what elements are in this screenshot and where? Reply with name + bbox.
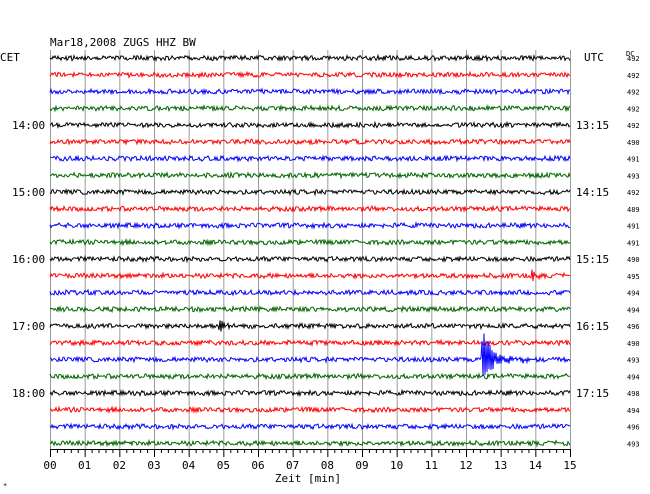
seismic-trace bbox=[49, 70, 571, 80]
x-axis-label: Zeit [min] bbox=[275, 472, 341, 485]
seismic-trace bbox=[49, 405, 571, 414]
seismic-trace bbox=[49, 254, 571, 264]
dc-offset-label: 493 bbox=[627, 440, 640, 448]
x-tick-label: 12 bbox=[459, 459, 472, 472]
dc-offset-label: 492 bbox=[627, 55, 640, 63]
corner-mark: * bbox=[3, 482, 7, 490]
seismic-trace bbox=[49, 87, 571, 96]
x-tick-label: 00 bbox=[43, 459, 56, 472]
dc-offset-label: 493 bbox=[627, 357, 640, 365]
dc-offset-label: 494 bbox=[627, 306, 640, 314]
seismic-trace bbox=[49, 338, 571, 348]
right-hour-label: 15:15 bbox=[576, 253, 609, 266]
dc-offset-label: 490 bbox=[627, 256, 640, 264]
left-hour-label: 14:00 bbox=[12, 119, 45, 132]
dc-offset-label: 494 bbox=[627, 290, 640, 298]
seismic-trace bbox=[49, 371, 571, 381]
seismic-trace bbox=[49, 269, 571, 282]
dc-offset-label: 491 bbox=[627, 239, 640, 247]
x-tick-label: 13 bbox=[494, 459, 507, 472]
dc-offset-label: 495 bbox=[627, 273, 640, 281]
chart-title: Mar18,2008 ZUGS HHZ BW bbox=[50, 36, 196, 49]
seismic-trace bbox=[49, 204, 571, 214]
x-tick-label: 04 bbox=[182, 459, 196, 472]
dc-offset-label: 490 bbox=[627, 139, 640, 147]
dc-offset-label: 496 bbox=[627, 424, 640, 432]
x-tick-label: 11 bbox=[425, 459, 438, 472]
x-tick-label: 09 bbox=[355, 459, 368, 472]
x-tick-label: 15 bbox=[563, 459, 576, 472]
seismic-traces bbox=[49, 53, 571, 448]
seismic-trace bbox=[49, 422, 571, 431]
x-tick-label: 08 bbox=[321, 459, 334, 472]
dc-offset-label: 493 bbox=[627, 172, 640, 180]
dc-offset-label: 496 bbox=[627, 323, 640, 331]
left-hour-label: 18:00 bbox=[12, 387, 45, 400]
dc-offset-label: 494 bbox=[627, 407, 640, 415]
right-hour-label: 14:15 bbox=[576, 186, 609, 199]
seismic-trace bbox=[49, 438, 571, 448]
seismic-trace bbox=[49, 288, 571, 297]
dc-offset-label: 491 bbox=[627, 223, 640, 231]
seismic-trace bbox=[49, 320, 571, 332]
right-hour-label: 16:15 bbox=[576, 320, 609, 333]
x-axis-baseline bbox=[50, 449, 570, 450]
x-tick-label: 07 bbox=[286, 459, 299, 472]
x-tick-label: 02 bbox=[113, 459, 126, 472]
dc-offset-label: 492 bbox=[627, 189, 640, 197]
dc-offset-label: 494 bbox=[627, 373, 640, 381]
seismic-trace bbox=[49, 221, 571, 230]
dc-offset-label: 492 bbox=[627, 105, 640, 113]
seismic-trace bbox=[49, 187, 571, 197]
dc-column-label: DC bbox=[626, 50, 634, 58]
seismic-trace bbox=[49, 388, 571, 398]
x-tick-label: 03 bbox=[147, 459, 160, 472]
axis-labels: 00 01 02 03 04 05 06 07 08 09 10 11 12 13 14 15 492 492 49… bbox=[12, 55, 640, 472]
seismic-trace bbox=[49, 154, 571, 163]
right-timezone-label: UTC bbox=[584, 51, 604, 64]
time-gridlines bbox=[50, 50, 571, 449]
seismic-trace bbox=[49, 53, 571, 63]
seismic-trace bbox=[49, 120, 571, 130]
right-hour-label: 17:15 bbox=[576, 387, 609, 400]
seismic-trace bbox=[49, 170, 571, 180]
seismic-trace bbox=[49, 333, 571, 377]
right-hour-label: 13:15 bbox=[576, 119, 609, 132]
seismic-trace bbox=[49, 137, 571, 146]
dc-offset-label: 492 bbox=[627, 72, 640, 80]
left-hour-label: 16:00 bbox=[12, 253, 45, 266]
left-timezone-label: CET bbox=[0, 51, 20, 64]
x-tick-label: 05 bbox=[217, 459, 230, 472]
seismic-trace bbox=[49, 305, 571, 314]
x-tick-label: 06 bbox=[251, 459, 264, 472]
dc-offset-label: 489 bbox=[627, 206, 640, 214]
seismic-trace bbox=[49, 237, 571, 247]
dc-offset-label: 490 bbox=[627, 340, 640, 348]
seismic-trace bbox=[49, 103, 571, 113]
dc-offset-label: 498 bbox=[627, 390, 640, 398]
dc-offset-label: 492 bbox=[627, 122, 640, 130]
x-tick-label: 10 bbox=[390, 459, 403, 472]
dc-offset-label: 491 bbox=[627, 156, 640, 164]
left-hour-label: 15:00 bbox=[12, 186, 45, 199]
left-hour-label: 17:00 bbox=[12, 320, 45, 333]
x-tick-label: 01 bbox=[78, 459, 91, 472]
x-tick-label: 14 bbox=[529, 459, 543, 472]
dc-offset-label: 492 bbox=[627, 89, 640, 97]
